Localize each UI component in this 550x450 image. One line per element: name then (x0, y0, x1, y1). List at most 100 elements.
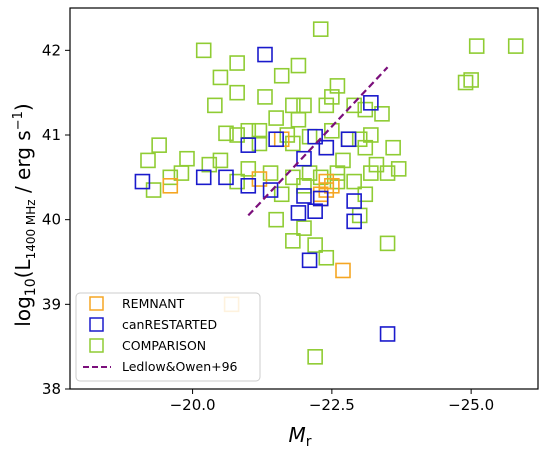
y-axis-label-sub: 10 (23, 278, 39, 296)
point-canrestarted (340, 131, 357, 148)
point-comparison (457, 74, 474, 91)
legend: REMNANT canRESTARTED COMPARISON Ledlow&O… (75, 292, 261, 382)
y-axis-label: log10(L1400 MHz / erg s−1) (11, 103, 39, 326)
point-canrestarted (346, 193, 362, 209)
point-comparison (285, 135, 301, 152)
point-comparison (257, 89, 273, 105)
point-canrestarted (318, 139, 335, 156)
point-comparison (379, 235, 396, 252)
point-comparison (390, 161, 407, 177)
point-comparison (273, 67, 290, 84)
point-comparison (279, 127, 296, 143)
point-canrestarted (363, 95, 379, 111)
point-canrestarted (307, 128, 323, 145)
point-comparison (318, 249, 335, 266)
point-comparison (273, 186, 290, 203)
point-comparison (307, 237, 323, 253)
point-canrestarted (346, 213, 362, 230)
legend-marker-comparison (89, 338, 104, 353)
legend-marker-remnant (89, 296, 104, 311)
point-comparison (374, 106, 390, 122)
legend-label-remnant: REMNANT (122, 296, 185, 311)
point-comparison (162, 169, 179, 186)
y-tick-label: 42 (42, 41, 61, 59)
point-comparison (229, 55, 245, 71)
point-comparison (324, 122, 340, 139)
point-canrestarted (257, 46, 273, 63)
point-comparison (262, 165, 279, 181)
x-axis-label-sub: r (306, 434, 312, 450)
point-canrestarted (240, 178, 257, 194)
legend-label-comparison: COMPARISON (122, 338, 206, 353)
point-comparison (229, 84, 245, 101)
point-comparison (151, 137, 167, 153)
y-tick-label: 40 (42, 211, 61, 229)
point-comparison (351, 207, 368, 224)
point-comparison (229, 173, 245, 190)
y-axis-label-sub2: 1400 MHz (24, 199, 38, 259)
point-canrestarted (379, 326, 396, 342)
ledlow-owen-line (247, 66, 389, 217)
point-remnant (335, 262, 351, 279)
point-canrestarted (262, 182, 279, 198)
point-comparison (251, 135, 268, 152)
x-tick-label: −22.5 (309, 396, 355, 414)
point-comparison (507, 38, 524, 54)
legend-box (75, 292, 261, 382)
point-comparison (324, 89, 340, 105)
point-comparison (285, 169, 301, 186)
point-canrestarted (268, 131, 284, 148)
point-canrestarted (301, 252, 318, 269)
plot-frame (69, 7, 539, 390)
point-comparison (207, 97, 223, 114)
point-comparison (368, 156, 385, 173)
point-canrestarted (296, 188, 312, 204)
point-comparison (335, 152, 351, 169)
point-canrestarted (240, 137, 257, 153)
point-comparison (301, 128, 318, 145)
point-comparison (329, 78, 346, 94)
axis-ticks-layer: −20.0 −22.5 −25.0 38 39 40 41 42 (42, 41, 494, 414)
point-remnant (318, 182, 335, 198)
point-comparison (329, 165, 346, 181)
y-tick-label: 39 (42, 295, 61, 313)
point-comparison (201, 156, 218, 173)
point-comparison (218, 125, 234, 142)
point-comparison (212, 152, 229, 169)
point-comparison (229, 127, 245, 143)
data-points-layer (134, 21, 524, 365)
point-comparison (195, 42, 212, 59)
point-comparison (290, 57, 307, 74)
legend-label-ledlow-owen: Ledlow&Owen+96 (122, 359, 238, 374)
point-remnant (312, 190, 329, 207)
point-remnant (162, 178, 179, 194)
point-canrestarted (134, 173, 151, 190)
point-canrestarted (312, 190, 329, 207)
point-canrestarted (290, 205, 307, 221)
point-comparison (385, 139, 401, 156)
point-comparison (351, 131, 368, 148)
y-tick-label: 41 (42, 126, 61, 144)
point-canrestarted (296, 150, 312, 167)
point-comparison (346, 173, 362, 190)
point-remnant (324, 178, 340, 194)
y-axis-label-prefix: log (11, 296, 35, 327)
x-axis-label: Mr (288, 423, 311, 450)
point-comparison (379, 165, 396, 181)
point-comparison (307, 349, 323, 365)
point-comparison (318, 97, 335, 114)
point-comparison (296, 220, 312, 236)
point-comparison (312, 169, 329, 186)
point-comparison (363, 127, 379, 143)
point-comparison (346, 97, 362, 114)
y-axis-label-sup: −1 (11, 111, 26, 130)
x-axis-label-main: M (288, 423, 305, 447)
x-tick-label: −25.0 (448, 396, 494, 414)
point-canrestarted (307, 203, 323, 219)
point-comparison (312, 21, 329, 37)
point-comparison (212, 69, 229, 86)
point-comparison (290, 111, 307, 128)
point-comparison (329, 173, 346, 190)
point-remnant (318, 173, 335, 190)
